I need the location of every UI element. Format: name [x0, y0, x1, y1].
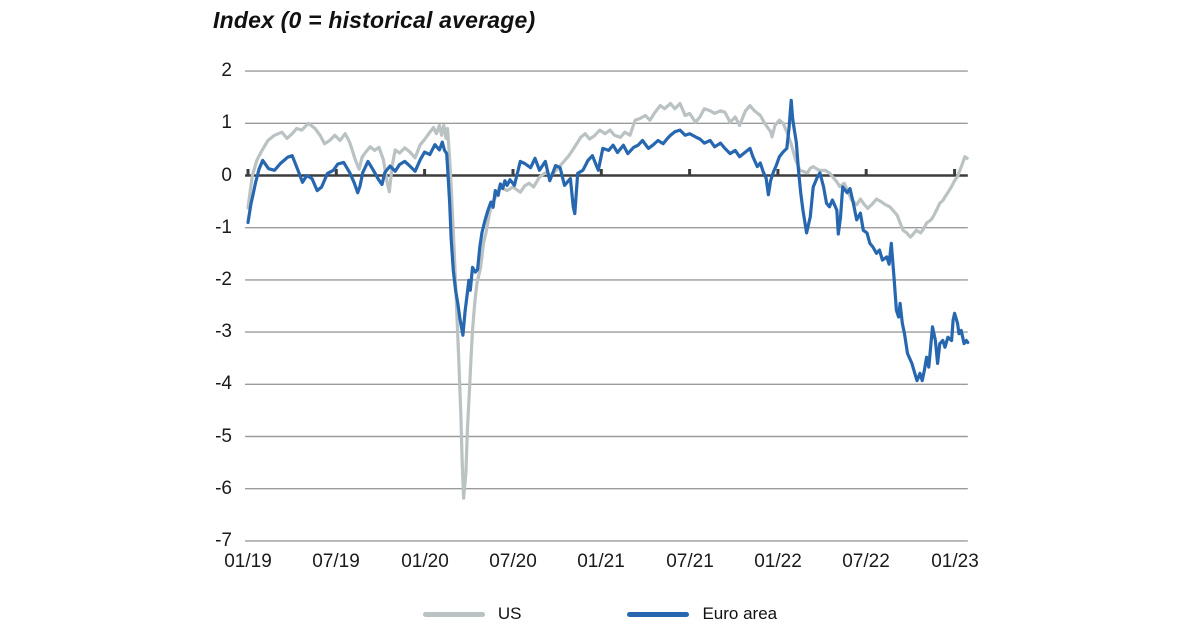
axis-tick [776, 169, 780, 175]
x-tick-label: 07/20 [489, 551, 537, 572]
legend-label-euro: Euro area [702, 604, 778, 623]
y-tick-label: -4 [215, 373, 232, 394]
axis-tick [864, 169, 868, 175]
x-tick-label: 07/19 [312, 551, 360, 572]
y-tick-label: -3 [215, 321, 232, 342]
y-tick-label: 0 [221, 165, 232, 186]
x-tick-label: 01/22 [754, 551, 802, 572]
legend: US Euro area [0, 604, 1200, 624]
series-line-euro [246, 98, 970, 383]
axis-tick [953, 169, 957, 175]
axis-tick [246, 169, 250, 175]
y-tick-label: -7 [215, 530, 232, 551]
y-tick-label: 1 [221, 112, 232, 133]
axis-tick [511, 169, 515, 175]
y-tick-label: -2 [215, 269, 232, 290]
x-tick-label: 01/23 [931, 551, 979, 572]
series-line-us [246, 101, 969, 500]
x-tick-label: 01/21 [577, 551, 625, 572]
chart-title: Index (0 = historical average) [213, 7, 536, 33]
y-tick-label: 2 [221, 60, 232, 81]
axis-tick [334, 169, 338, 175]
y-tick-label: -5 [215, 426, 232, 447]
x-tick-label: 07/22 [842, 551, 890, 572]
axis-tick [599, 169, 603, 175]
y-tick-label: -6 [215, 478, 232, 499]
x-tick-label: 07/21 [666, 551, 714, 572]
x-tick-label: 01/19 [224, 551, 272, 572]
legend-swatch-euro-icon [627, 611, 690, 617]
axis-tick [688, 169, 692, 175]
axis-tick [423, 169, 427, 175]
legend-swatch-us-icon [422, 611, 485, 617]
legend-label-us: US [497, 604, 522, 623]
y-tick-label: -1 [215, 217, 232, 238]
x-tick-label: 01/20 [401, 551, 449, 572]
